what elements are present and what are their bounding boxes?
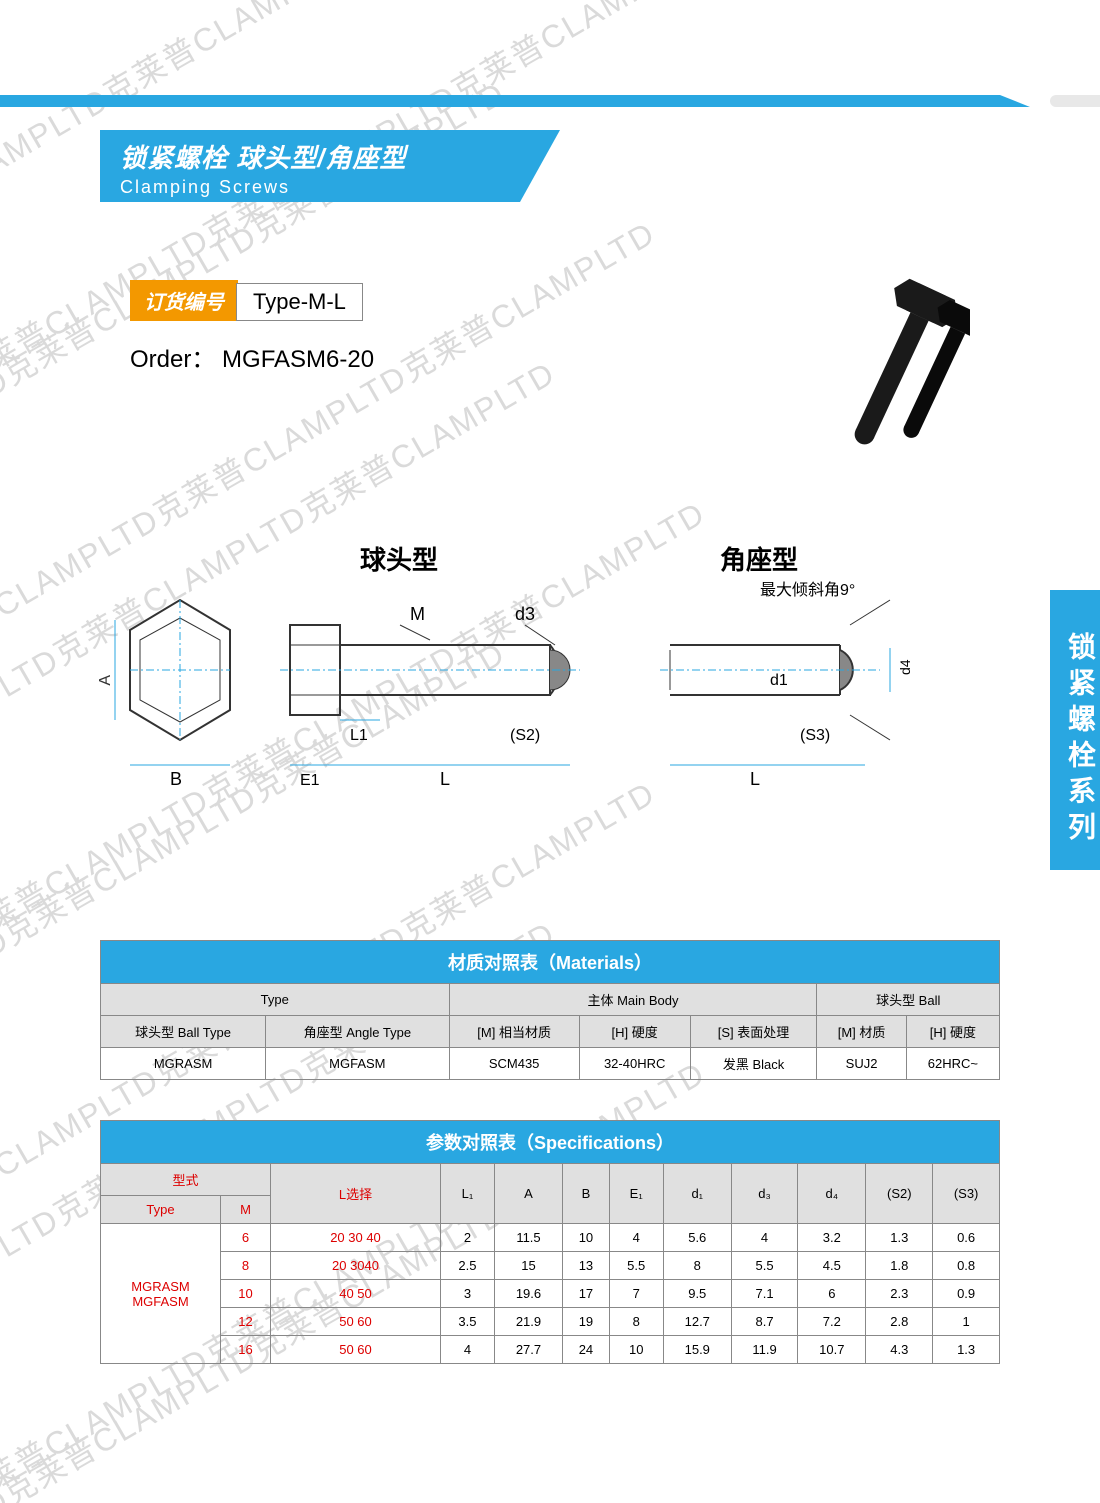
svg-text:E1: E1	[300, 772, 320, 789]
svg-text:L1: L1	[350, 727, 368, 744]
order-label: 订货编号	[130, 280, 238, 321]
top-bar	[0, 95, 1000, 107]
order-type: Type-M-L	[236, 283, 363, 321]
diagrams: 球头型 角座型 A B M d3 L1 (S2) L E1 最大倾斜角9°	[80, 540, 960, 820]
table-row: MGRASM MGFASM620 30 40211.51045.643.21.3…	[101, 1224, 1000, 1252]
order-prefix: Order：	[130, 346, 215, 373]
specs-title: 参数对照表（Specifications）	[101, 1121, 1000, 1164]
svg-text:d3: d3	[515, 604, 535, 624]
svg-text:(S3): (S3)	[800, 727, 830, 744]
svg-text:d4: d4	[897, 659, 913, 675]
top-bar-gap	[1050, 95, 1100, 107]
table-row: 1040 50319.61779.57.162.30.9	[101, 1280, 1000, 1308]
spec-type-cell: MGRASM MGFASM	[101, 1224, 221, 1364]
table-row: 1250 603.521.919812.78.77.22.81	[101, 1308, 1000, 1336]
svg-text:L: L	[750, 769, 760, 789]
title-banner: 锁紧螺栓 球头型/角座型 Clamping Screws	[100, 130, 426, 202]
svg-text:B: B	[170, 769, 182, 789]
table-row: 820 30402.515135.585.54.51.80.8	[101, 1252, 1000, 1280]
title-cn: 锁紧螺栓 球头型/角座型	[120, 138, 406, 175]
svg-text:最大倾斜角9°: 最大倾斜角9°	[760, 581, 855, 599]
specs-table: 参数对照表（Specifications） 型式 L选择 L₁ A B E₁ d…	[100, 1120, 1000, 1364]
svg-text:A: A	[97, 675, 114, 686]
table-row: MGRASM MGFASM SCM435 32-40HRC 发黑 Black S…	[101, 1048, 1000, 1080]
sidebar-category: 锁紧螺栓系列	[1050, 590, 1100, 870]
svg-text:M: M	[410, 604, 425, 624]
materials-table: 材质对照表（Materials） Type 主体 Main Body 球头型 B…	[100, 940, 1000, 1080]
svg-text:L: L	[440, 769, 450, 789]
order-code: MGFASM6-20	[222, 346, 374, 373]
order-section: 订货编号Type-M-L Order： MGFASM6-20	[130, 280, 374, 374]
svg-text:d1: d1	[770, 672, 788, 689]
title-en: Clamping Screws	[120, 177, 406, 198]
materials-title: 材质对照表（Materials）	[101, 941, 1000, 984]
svg-text:(S2): (S2)	[510, 727, 540, 744]
table-row: 1650 60427.7241015.911.910.74.31.3	[101, 1336, 1000, 1364]
product-photo	[750, 270, 970, 490]
